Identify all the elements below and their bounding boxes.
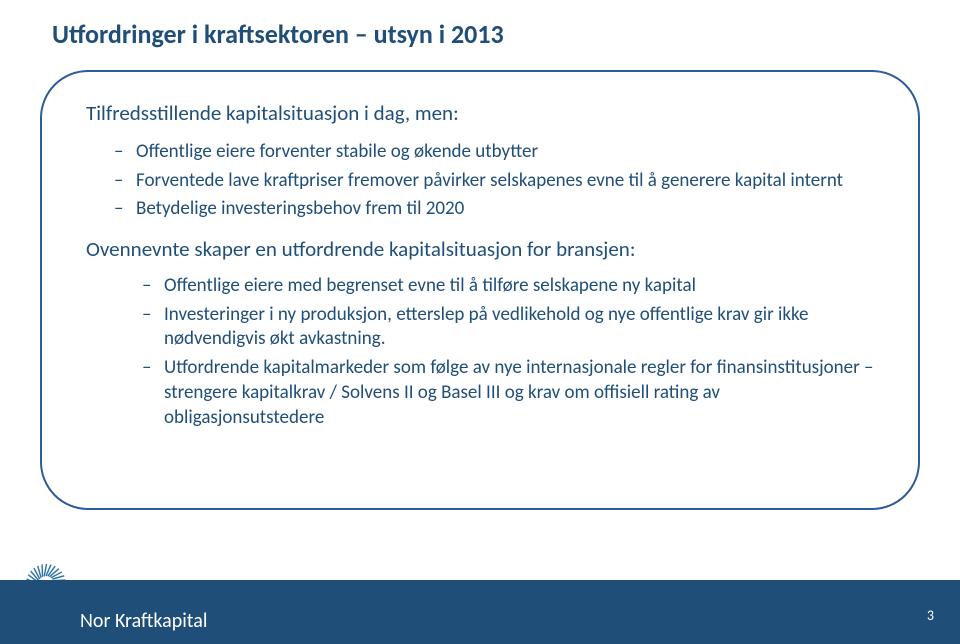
intro-text: Tilfredsstillende kapitalsituasjon i dag… [86,100,874,126]
list-item: Investeringer i ny produksjon, etterslep… [142,303,874,352]
list-item: Forventede lave kraftpriser fremover påv… [114,169,874,194]
page-number: 3 [927,607,934,624]
list-item: Betydelige investeringsbehov frem til 20… [114,197,874,222]
list-item: Offentlige eiere med begrenset evne til … [142,274,874,299]
bullet-list-2: Offentlige eiere med begrenset evne til … [142,274,874,430]
mid-text: Ovennevnte skaper en utfordrende kapital… [86,236,874,262]
brand-name: Nor Kraftkapital [80,609,207,633]
list-item: Offentlige eiere forventer stabile og øk… [114,140,874,165]
list-item: Utfordrende kapitalmarkeder som følge av… [142,356,874,430]
page-title: Utfordringer i kraftsektoren – utsyn i 2… [0,0,960,50]
footer-bar: Nor Kraftkapital 3 [0,580,960,644]
bullet-list-1: Offentlige eiere forventer stabile og øk… [114,140,874,222]
content-box: Tilfredsstillende kapitalsituasjon i dag… [40,70,920,510]
